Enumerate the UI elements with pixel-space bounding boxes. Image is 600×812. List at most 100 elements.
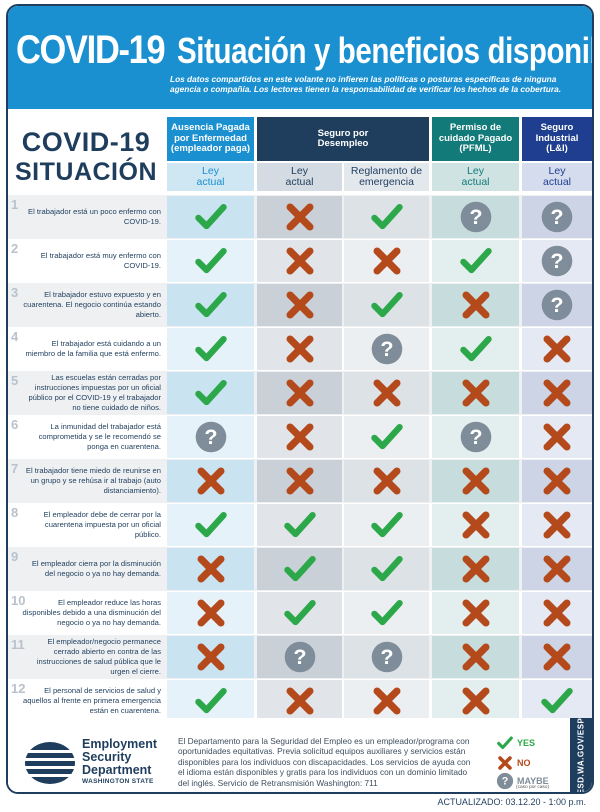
esd-logo-icon xyxy=(24,742,76,784)
status-cell xyxy=(167,196,254,238)
li-title: Seguro Industrial xyxy=(535,122,579,144)
status-cell xyxy=(167,636,254,678)
column-header-li: Seguro Industrial (L&I) xyxy=(522,117,592,161)
pfml-title: Permiso de cuidado Pagado xyxy=(438,122,513,144)
legend-yes: YES xyxy=(496,734,535,752)
svg-text:?: ? xyxy=(204,424,217,449)
status-cell xyxy=(432,372,519,414)
status-cell xyxy=(522,372,592,414)
svg-text:?: ? xyxy=(380,336,393,361)
status-cell xyxy=(522,460,592,502)
question-icon: ? xyxy=(371,641,402,673)
legend: YES NO ? MAYBE (caso por caso) xyxy=(496,730,562,792)
status-cell xyxy=(257,284,342,326)
column-header-sick-leave: Ausencia Pagada por Enfermedad (empleado… xyxy=(167,117,254,161)
x-icon xyxy=(197,643,224,671)
svg-text:?: ? xyxy=(469,424,482,449)
x-icon xyxy=(286,423,313,451)
status-cell xyxy=(432,592,519,634)
row-situation-text: La inmunidad del trabajador está comprom… xyxy=(38,422,161,451)
unemployment-title: Seguro por Desempleo xyxy=(317,127,369,149)
subheader-pfml: Ley actual xyxy=(432,163,519,191)
row-situation-text: El empleador cierra por la disminución d… xyxy=(31,559,161,578)
check-icon xyxy=(370,423,403,450)
x-icon xyxy=(462,643,489,671)
status-cell xyxy=(167,460,254,502)
equal-opportunity-statement: El Departamento para la Seguridad del Em… xyxy=(178,736,471,788)
check-icon xyxy=(283,599,316,626)
row-situation-text: El trabajador está cuidando a un miembro… xyxy=(25,339,162,358)
situation-title-line2: SITUACIÓN xyxy=(15,158,157,186)
check-icon xyxy=(459,335,492,362)
x-icon xyxy=(543,379,571,407)
li-note: (L&I) xyxy=(546,143,568,155)
header-disclaimer: Los datos compartidos en este volante no… xyxy=(170,74,562,94)
status-cell xyxy=(257,548,342,590)
x-icon xyxy=(286,203,313,231)
status-cell xyxy=(344,196,429,238)
check-icon xyxy=(194,511,227,538)
check-icon xyxy=(194,291,227,318)
row-situation-text: El trabajador está muy enfermo con COVID… xyxy=(40,251,161,270)
x-icon xyxy=(543,599,571,627)
status-cell xyxy=(257,328,342,370)
status-cell xyxy=(522,636,592,678)
title-main: COVID-19 xyxy=(16,28,166,72)
legend-no-label: NO xyxy=(517,758,531,768)
x-icon xyxy=(197,467,224,495)
row-situation-text: El empleador debe de cerrar por la cuare… xyxy=(43,510,161,539)
status-cell: ? xyxy=(167,416,254,458)
x-icon xyxy=(373,247,400,275)
logo-line-3: Department xyxy=(82,763,152,777)
status-cell xyxy=(257,372,342,414)
status-cell xyxy=(432,460,519,502)
row-number: 1 xyxy=(11,197,19,212)
check-icon xyxy=(370,599,403,626)
table-row: 1 El trabajador está un poco enfermo con … xyxy=(8,195,592,239)
page-title: COVID-19 Situación y beneficios disponib… xyxy=(16,28,592,73)
check-icon xyxy=(283,511,316,538)
status-cell xyxy=(167,240,254,282)
row-number: 2 xyxy=(11,241,19,256)
row-number: 8 xyxy=(11,505,19,520)
question-icon: ? xyxy=(541,201,573,233)
status-cell xyxy=(167,592,254,634)
table-row: 9 El empleador cierra por la disminución … xyxy=(8,547,592,591)
svg-text:?: ? xyxy=(469,204,482,229)
status-cell xyxy=(167,284,254,326)
logo-line-1: Employment xyxy=(82,737,158,751)
x-icon xyxy=(543,335,571,363)
status-cell xyxy=(257,592,342,634)
status-cell xyxy=(432,328,519,370)
updated-timestamp: ACTUALIZADO: 03.12.20 - 1:00 p.m. xyxy=(437,797,586,807)
status-cell: ? xyxy=(432,416,519,458)
status-cell: ? xyxy=(522,240,592,282)
check-icon xyxy=(459,247,492,274)
row-number: 7 xyxy=(11,461,19,476)
sick-leave-note: (empleador paga) xyxy=(170,143,251,155)
status-cell xyxy=(344,240,429,282)
check-icon xyxy=(370,511,403,538)
check-icon xyxy=(194,203,227,230)
status-cell xyxy=(344,680,429,722)
x-icon xyxy=(286,291,313,319)
side-url: ESD.WA.GOV/ESP xyxy=(576,717,586,794)
row-situation-text: El trabajador tiene miedo de reunirse en… xyxy=(25,466,161,495)
status-cell xyxy=(167,504,254,546)
table-row: 6 La inmunidad del trabajador está compro… xyxy=(8,415,592,459)
status-cell xyxy=(257,240,342,282)
x-icon xyxy=(543,643,571,671)
x-icon xyxy=(543,555,571,583)
svg-text:?: ? xyxy=(550,292,563,317)
legend-maybe: ? MAYBE xyxy=(496,772,549,790)
subheader-sick-leave: Ley actual xyxy=(167,163,254,191)
question-icon: ? xyxy=(371,333,402,365)
x-icon xyxy=(543,423,571,451)
flyer-frame: COVID-19 Situación y beneficios disponib… xyxy=(6,4,594,794)
question-icon: ? xyxy=(541,289,573,321)
status-cell xyxy=(522,548,592,590)
legend-maybe-label: MAYBE xyxy=(517,776,549,786)
svg-text:?: ? xyxy=(502,776,509,788)
side-url-band: ESD.WA.GOV/ESP xyxy=(570,717,592,794)
status-cell xyxy=(167,548,254,590)
